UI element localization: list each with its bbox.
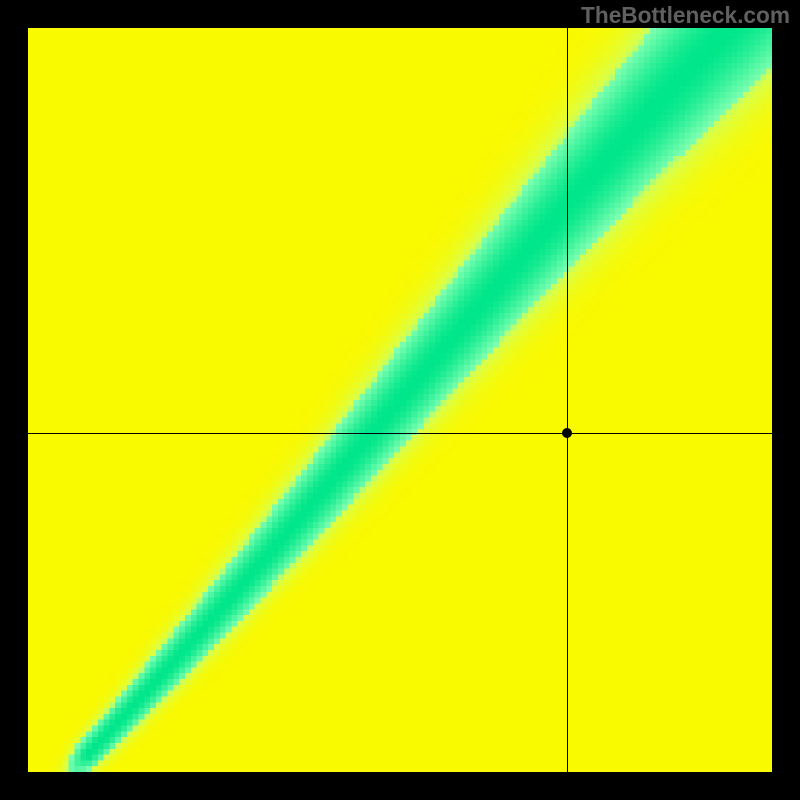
attribution-text: TheBottleneck.com <box>581 0 800 29</box>
crosshair-marker <box>562 428 572 438</box>
crosshair-vertical <box>567 28 568 772</box>
chart-container: TheBottleneck.com <box>0 0 800 800</box>
heatmap-plot <box>28 28 772 772</box>
crosshair-horizontal <box>28 433 772 434</box>
